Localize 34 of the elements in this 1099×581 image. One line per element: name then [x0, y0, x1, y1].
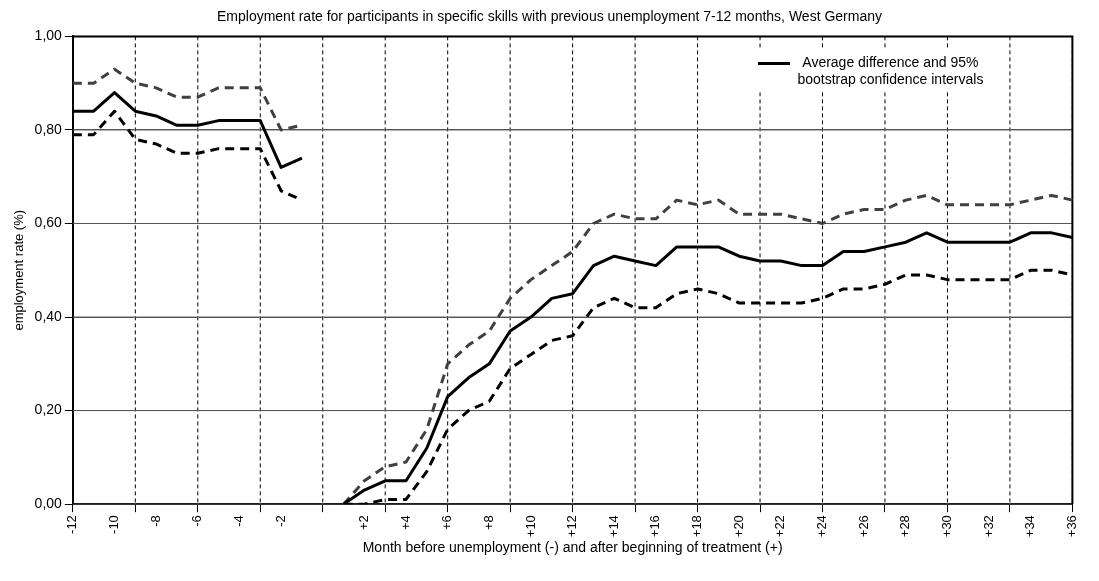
x-tick-label: -6 — [189, 515, 205, 527]
x-tick-label: +10 — [522, 515, 538, 538]
y-tick-label: 0,80 — [34, 120, 63, 137]
x-tick-label: +4 — [397, 515, 413, 530]
y-tick-label: 0,00 — [34, 495, 63, 512]
chart-title: Employment rate for participants in specific skills with previous unemployment 7-12 months, West Germany — [216, 8, 883, 25]
x-tick-label: +16 — [647, 515, 663, 538]
x-tick-label: -4 — [231, 515, 247, 527]
x-tick-label: +26 — [855, 515, 871, 538]
x-tick-label: -12 — [64, 515, 80, 534]
x-tick-label: +12 — [564, 515, 580, 538]
x-tick-label: -8 — [147, 515, 163, 527]
x-tick-label: +18 — [689, 515, 705, 538]
x-tick-label: +2 — [355, 515, 371, 530]
x-tick-label: +20 — [730, 515, 746, 538]
x-axis-title: Month before unemployment (-) and after beginning of treatment (+) — [362, 539, 783, 556]
x-tick-label: +36 — [1063, 515, 1079, 538]
x-tick-label: +24 — [814, 515, 830, 538]
x-tick-label: +32 — [980, 515, 996, 538]
y-tick-label: 0,40 — [34, 307, 63, 324]
x-tick-label: -10 — [106, 515, 122, 534]
x-tick-label: +34 — [1022, 515, 1038, 538]
y-tick-label: 1,00 — [34, 27, 63, 44]
x-tick-label: +30 — [939, 515, 955, 538]
x-tick-label: -2 — [272, 515, 288, 527]
y-axis-title: employment rate (%) — [11, 209, 27, 331]
x-tick-label: +6 — [439, 515, 455, 530]
y-tick-label: 0,20 — [34, 401, 63, 418]
x-tick-label: +8 — [480, 515, 496, 530]
x-tick-label: +28 — [897, 515, 913, 538]
y-tick-label: 0,60 — [34, 214, 63, 231]
legend-label: Average difference and 95% bootstrap confidence intervals — [796, 54, 985, 89]
x-tick-label: +22 — [772, 515, 788, 538]
x-tick-label: +14 — [605, 515, 621, 538]
